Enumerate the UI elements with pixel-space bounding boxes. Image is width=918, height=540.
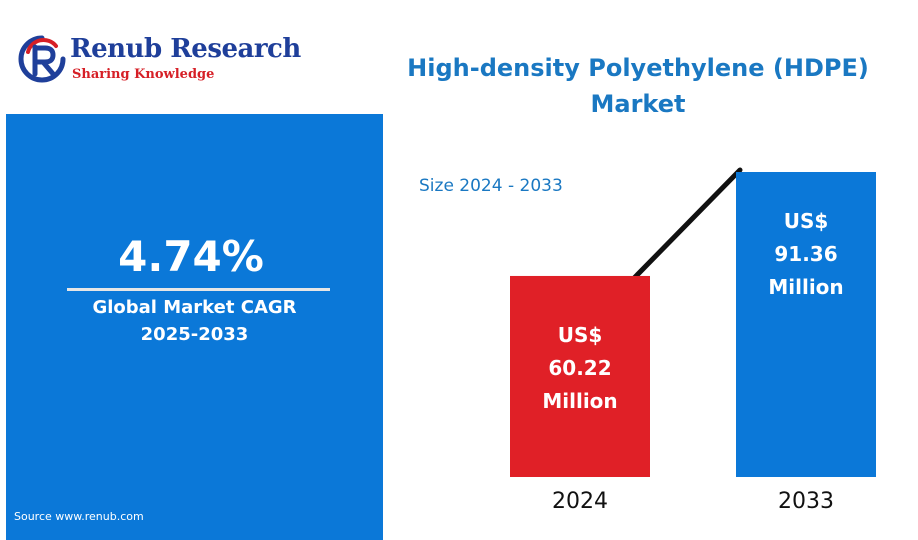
cagr-divider [67,288,330,291]
data-label-2033-line3: Million [768,275,843,299]
x-tick-label-2033: 2033 [778,489,834,514]
brand-tagline: Sharing Knowledge [72,67,215,82]
brand-logo: Renub Research Sharing Knowledge [18,32,308,90]
chart-title: High-density Polyethylene (HDPE) Market [407,54,869,118]
x-tick-label-2024: 2024 [552,489,608,514]
data-label-2024-line1: US$ [558,323,603,347]
bar-2033 [736,172,876,477]
cagr-label: Global Market CAGR 2025-2033 [6,294,383,348]
data-label-2033-line1: US$ [784,209,829,233]
data-label-2024-line3: Million [542,389,617,413]
data-label-2033-line2: 91.36 [774,242,837,266]
data-label-2024-line2: 60.22 [548,356,611,380]
cagr-label-line1: Global Market CAGR [92,297,297,318]
bar-2024 [510,275,650,477]
chart-subtitle: Size 2024 - 2033 [419,176,563,196]
cagr-label-line2: 2025-2033 [140,324,249,345]
cagr-panel: 4.74% Global Market CAGR 2025-2033 Sourc… [6,114,383,540]
cagr-value: 4.74% [118,232,264,281]
source-note: Source www.renub.com [14,510,144,523]
trend-line [630,167,743,282]
renub-logo-icon [18,35,66,83]
brand-name: Renub Research [70,34,301,64]
